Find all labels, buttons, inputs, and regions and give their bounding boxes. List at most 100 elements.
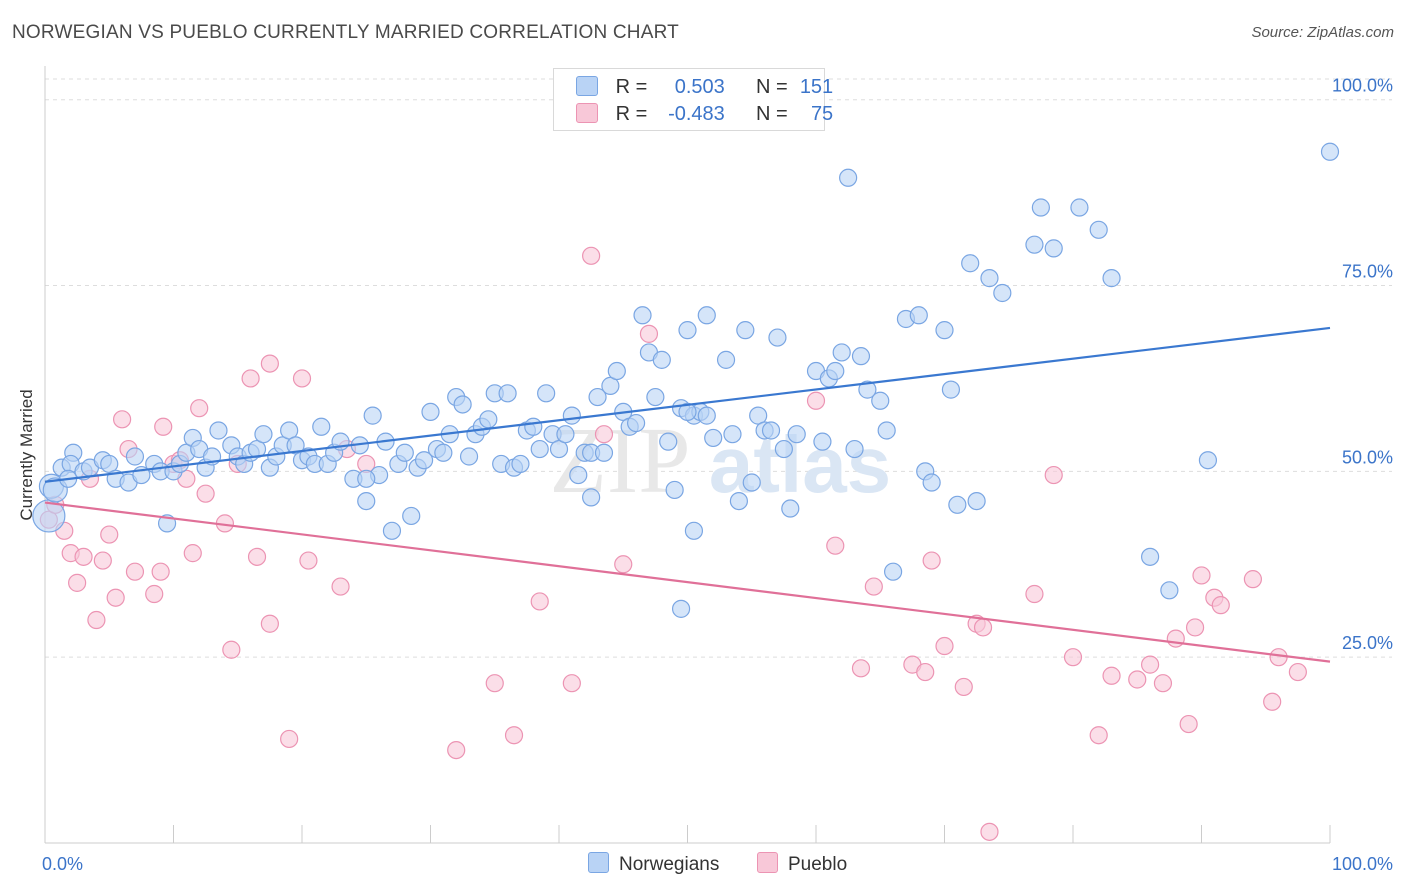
n-value: 75 [810,103,834,125]
norwegian-point [1320,142,1340,161]
x-tick-label: 0.0% [42,854,83,874]
norwegian-point [832,343,851,362]
grid-lines [45,78,1392,658]
norwegian-point [883,562,903,581]
pueblo-point [530,592,549,611]
norwegian-points [32,142,1340,618]
legend-swatch-blue [576,76,598,96]
r-label: R = [615,103,648,125]
legend-row-norwegians: R = 0.503 N = 151 [576,76,833,98]
norwegian-point [582,488,601,507]
norwegian-point [1070,198,1089,217]
pueblo-point [851,659,871,678]
pueblo-point [1089,726,1108,745]
pueblo-point [935,636,954,656]
legend-label-norwegians: Norwegians [619,854,720,875]
norwegian-point [704,428,723,448]
pueblo-point [247,547,267,566]
norwegian-point [588,387,607,407]
legend-label-pueblo: Pueblo [788,854,848,875]
norwegian-point [1102,269,1121,288]
pueblo-point [1063,648,1083,667]
norwegian-point [980,269,999,288]
pueblo-point [1166,629,1185,648]
legend-item-norwegians[interactable]: Norwegians [588,852,719,876]
pueblo-point [292,369,312,388]
norwegian-point [678,402,697,422]
norwegian-point [382,521,402,540]
pueblo-point [1288,662,1307,682]
pueblo-point [145,584,164,604]
x-tick-label: 100.0% [1332,854,1393,874]
pueblo-point [241,369,260,388]
norwegian-point [607,361,626,381]
r-label: R = [615,76,648,98]
norwegian-point [652,350,671,369]
pueblo-point [864,577,883,596]
pueblo-point [331,577,350,596]
norwegian-point [363,406,382,425]
pueblo-point [222,640,241,659]
pueblo-point [1128,670,1147,689]
pueblo-point [1102,666,1121,685]
norwegian-point [402,506,421,526]
pueblo-point [614,555,633,574]
norwegian-point [511,454,530,474]
norwegian-point [312,417,331,436]
pueblo-swatch [757,852,778,873]
pueblo-point [151,562,170,581]
norwegian-point [839,168,858,187]
norwegian-point [537,384,556,403]
norwegian-point [967,491,986,511]
legend-swatch-pink [576,103,598,123]
y-tick-label: 100.0% [1332,76,1393,96]
y-tick-label: 75.0% [1342,262,1393,282]
norwegian-point [742,473,761,492]
norwegian-point [434,443,453,462]
pueblo-point [973,618,993,637]
pueblo-point [504,726,524,745]
norwegian-point [871,391,890,410]
pueblo-point [93,551,112,570]
source-credit: Source: ZipAtlas.com [1251,24,1394,41]
norwegian-point [421,402,440,422]
norwegian-point [569,465,588,485]
norwegian-point [845,439,864,459]
pueblo-point [190,399,209,418]
n-label: N = [755,103,788,125]
norwegian-point [909,306,928,325]
norwegian-point [858,380,877,399]
y-axis-label: Currently Married [17,389,36,520]
y-tick-label: 50.0% [1342,447,1393,467]
norwegian-point [562,406,581,425]
pueblo-point [87,610,106,630]
n-value: 151 [799,76,834,98]
pueblo-point [1192,566,1211,585]
norwegian-point [1160,581,1179,600]
pueblo-point [954,677,973,697]
pueblo-point [196,484,215,503]
norwegian-point [684,521,704,540]
norwegian-point [961,254,980,273]
legend-item-pueblo[interactable]: Pueblo [757,852,847,876]
norwegian-point [626,413,646,433]
pueblo-point [100,525,119,544]
pueblo-point [154,417,173,436]
pueblo-point [125,562,145,581]
norwegian-point [479,410,498,429]
norwegian-point [453,395,472,414]
norwegian-point [125,447,145,466]
pueblo-point [1263,692,1282,711]
pueblo-point [1044,465,1063,485]
trend-lines [44,326,1331,663]
norwegian-point [716,350,736,369]
norwegian-point [357,491,376,511]
norwegian-point [877,421,896,440]
norwegian-point [414,451,434,470]
norwegian-point [646,387,665,407]
norwegian-point [826,361,845,381]
norwegian-point [530,439,549,459]
norwegian-point [1140,547,1160,566]
pueblo-point [806,391,826,410]
